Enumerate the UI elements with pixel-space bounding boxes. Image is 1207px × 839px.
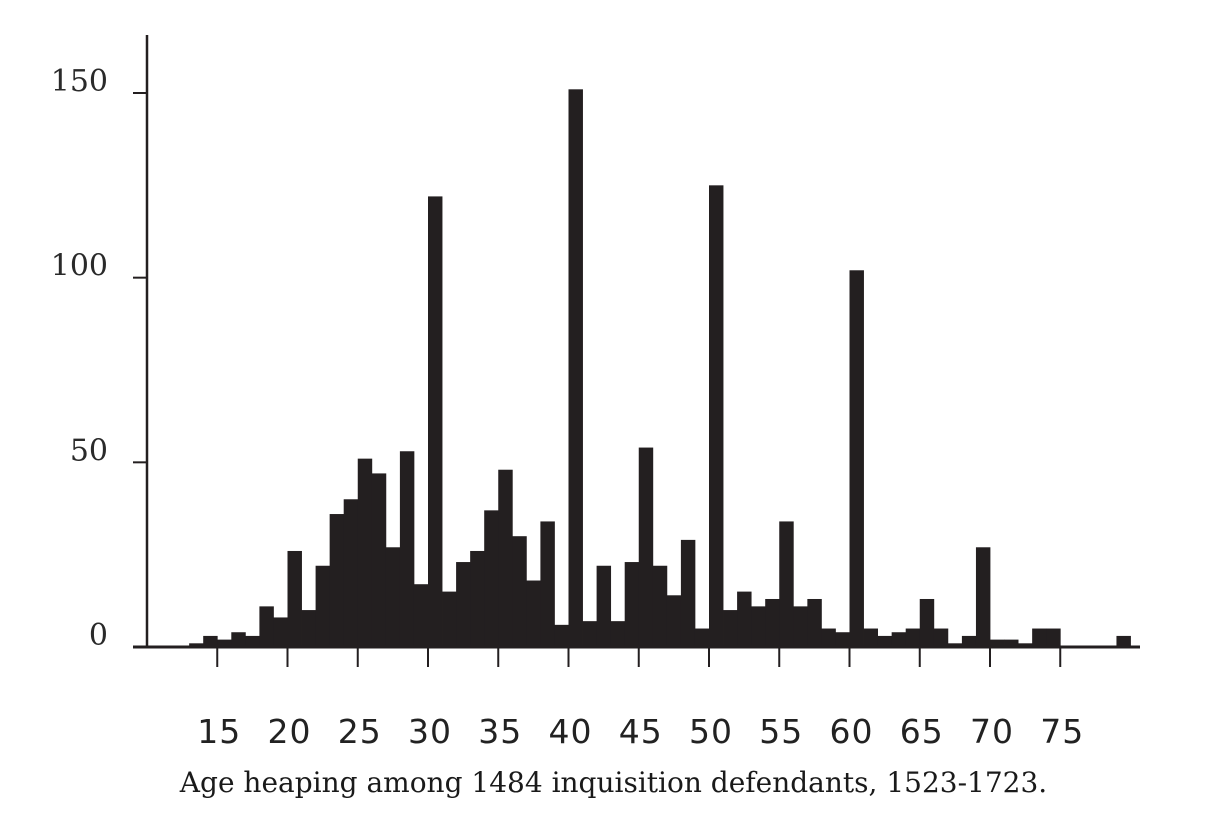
bar-age-16 [231, 632, 246, 647]
bar-age-72 [1018, 643, 1033, 647]
bar-age-69 [975, 547, 991, 647]
bar-age-51 [723, 610, 738, 647]
bar-age-54 [765, 598, 780, 647]
bar-age-26 [371, 473, 387, 647]
bar-age-41 [582, 621, 597, 647]
x-ticks-group: 15 20 25 30 35 40 45 50 55 60 65 70 75 [197, 647, 1084, 751]
x-tick-label-40: 40 [549, 712, 593, 751]
bar-age-58 [821, 628, 836, 647]
bar-age-47 [666, 595, 682, 647]
bar-age-36 [512, 536, 527, 647]
bar-age-44 [624, 562, 640, 647]
x-tick-label-30: 30 [408, 712, 452, 751]
bar-age-59 [835, 632, 850, 647]
chart-canvas: 0 50 100 150 15 20 25 30 35 40 45 50 55 60 65 70 75 [51, 35, 1140, 751]
x-tick-label-65: 65 [900, 712, 944, 751]
x-tick-label-60: 60 [830, 712, 874, 751]
bar-age-68 [961, 635, 977, 647]
bar-age-35 [498, 469, 513, 647]
bar-age-43 [610, 621, 626, 647]
bars-group [189, 89, 1131, 647]
x-tick-label-55: 55 [759, 712, 803, 751]
y-ticks-group: 0 50 100 150 [51, 64, 147, 653]
bar-age-63 [891, 632, 907, 647]
bar-age-33 [470, 550, 485, 647]
bar-age-42 [596, 565, 612, 647]
bar-age-29 [413, 584, 429, 647]
bar-age-55 [779, 521, 794, 647]
bar-age-60 [849, 270, 864, 647]
bar-age-66 [933, 628, 949, 647]
bar-age-27 [385, 547, 401, 647]
bar-age-19 [273, 617, 288, 647]
bar-age-24 [343, 499, 359, 647]
bar-age-45 [638, 447, 654, 647]
x-tick-label-45: 45 [619, 712, 663, 751]
bar-age-23 [329, 514, 345, 647]
bar-age-56 [793, 606, 808, 647]
bar-age-38 [540, 521, 555, 647]
bar-age-48 [680, 539, 696, 647]
bar-age-67 [947, 643, 963, 647]
y-tick-label-0: 0 [89, 618, 108, 653]
bar-age-13 [189, 643, 204, 647]
bar-age-31 [442, 591, 457, 647]
bar-age-57 [807, 598, 822, 647]
x-tick-label-75: 75 [1040, 712, 1084, 751]
bar-age-32 [456, 562, 471, 647]
axes-group [133, 35, 1140, 649]
bar-age-20 [287, 550, 302, 647]
bar-age-46 [652, 565, 668, 647]
bar-age-64 [905, 628, 921, 647]
bar-age-17 [245, 635, 260, 647]
figure-caption: Age heaping among 1484 inquisition defen… [179, 766, 1048, 799]
bar-age-28 [399, 451, 415, 647]
bar-age-25 [357, 458, 373, 647]
bar-age-37 [526, 580, 541, 647]
y-tick-label-100: 100 [51, 249, 108, 284]
bar-age-50 [709, 185, 724, 647]
x-tick-label-70: 70 [970, 712, 1014, 751]
bar-age-15 [217, 639, 232, 647]
bar-age-52 [737, 591, 752, 647]
bar-age-65 [919, 598, 935, 647]
bar-age-30 [428, 196, 443, 647]
bar-age-21 [301, 610, 316, 647]
y-tick-label-150: 150 [51, 64, 108, 99]
bar-age-79 [1116, 635, 1131, 647]
bar-age-71 [1004, 639, 1019, 647]
y-tick-label-50: 50 [70, 433, 108, 468]
bar-age-73 [1032, 628, 1047, 647]
bar-age-62 [877, 635, 893, 647]
bar-age-39 [554, 624, 569, 647]
x-tick-label-25: 25 [338, 712, 382, 751]
x-tick-label-35: 35 [478, 712, 522, 751]
bar-age-70 [990, 639, 1005, 647]
bar-age-40 [568, 89, 583, 647]
bar-age-49 [694, 628, 710, 647]
bar-age-14 [203, 635, 218, 647]
bar-age-34 [484, 510, 499, 647]
bar-age-61 [863, 628, 878, 647]
bar-age-22 [315, 565, 331, 647]
bar-age-74 [1046, 628, 1061, 647]
x-tick-label-20: 20 [268, 712, 312, 751]
bar-age-18 [259, 606, 274, 647]
x-tick-label-50: 50 [689, 712, 733, 751]
bar-age-53 [751, 606, 766, 647]
x-tick-label-15: 15 [197, 712, 241, 751]
